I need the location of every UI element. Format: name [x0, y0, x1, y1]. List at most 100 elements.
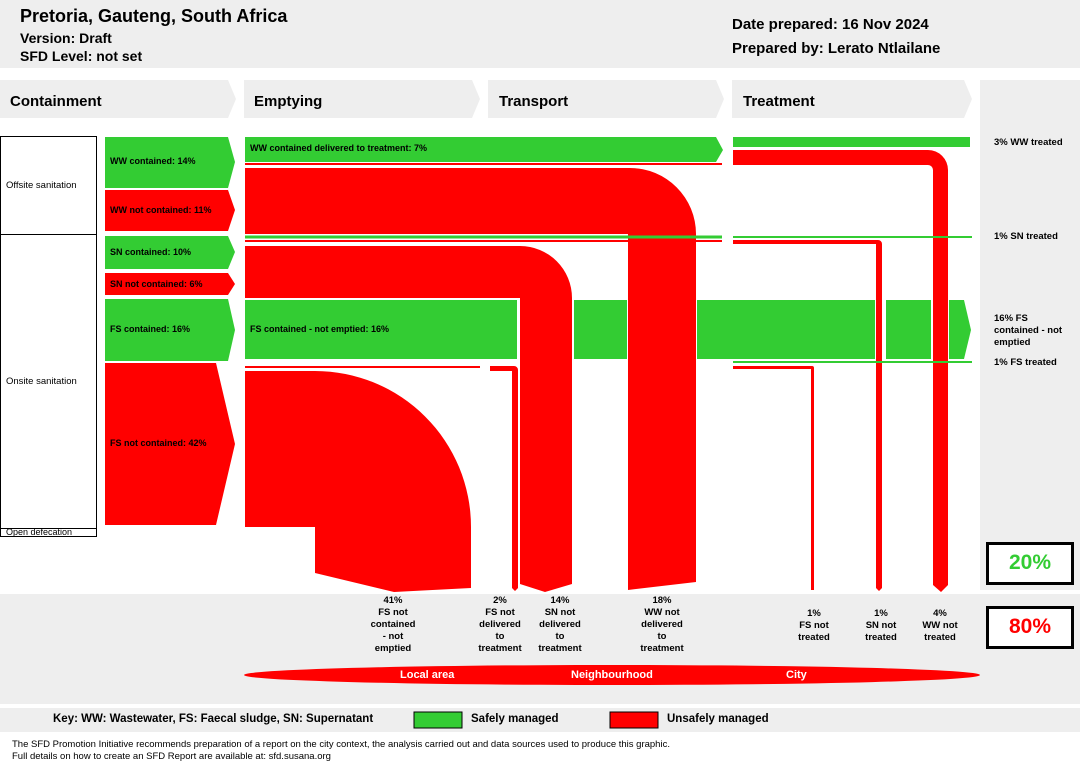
transport-header-arrow [488, 80, 724, 118]
sn-treated-label: 1% SN treated [994, 231, 1058, 242]
fs-not-contained-flow [245, 371, 471, 592]
scale-neighbourhood: Neighbourhood [571, 669, 653, 681]
version-label: Version: Draft [20, 30, 112, 46]
col-treatment: Treatment [743, 93, 815, 110]
outcome-pct: 4% [933, 608, 947, 619]
outcome-pct: 2% [493, 595, 507, 606]
date-prepared: Date prepared: 16 Nov 2024 [732, 16, 929, 33]
outcome-sn-not-delivered: 14% SN not delivered to treatment [530, 595, 590, 655]
fs-not-emptied-flow-c [697, 300, 875, 359]
key-band [0, 708, 1080, 732]
outcome-pct: 41% [383, 595, 403, 606]
emptying-header-arrow [244, 80, 480, 118]
outcome-line: contained [370, 619, 416, 630]
outcome-fs-not-treated: 1% FS not treated [788, 608, 840, 644]
outcome-line: treated [865, 632, 897, 643]
open-defecation-box [0, 528, 97, 537]
onsite-label: Onsite sanitation [6, 376, 77, 387]
sn-not-contained-arrow [105, 273, 235, 295]
ww-treated-label: 3% WW treated [994, 137, 1063, 148]
col-emptying: Emptying [254, 93, 323, 110]
ww-contained-label: WW contained: 14% [110, 156, 196, 166]
fs-contained-label: FS contained: 16% [110, 324, 191, 334]
outcome-line: FS not [799, 620, 829, 631]
outcome-line: FS not [485, 607, 515, 618]
outcome-line: WW not [644, 607, 680, 618]
sn-not-delivered-flow [245, 246, 572, 592]
outcome-pct: 14% [550, 595, 570, 606]
ww-not-contained-label: WW not contained: 11% [110, 205, 212, 215]
outcome-band [0, 594, 1080, 704]
fs-not-emptied-label: FS contained - not emptied: 16% [250, 324, 390, 334]
fs-not-treated-flow [733, 366, 814, 590]
outcome-line: WW not [922, 620, 958, 631]
offsite-label: Offsite sanitation [6, 180, 77, 191]
ww-not-contained-arrow [105, 190, 235, 231]
fs-not-contained-label: FS not contained: 42% [110, 438, 207, 448]
fs-not-emptied-flow-e [949, 300, 971, 359]
scale-ellipse [244, 665, 980, 685]
outcome-line: emptied [374, 643, 412, 654]
outcome-ww-not-delivered: 18% WW not delivered to treatment [632, 595, 692, 655]
key-safe-label: Safely managed [471, 713, 559, 725]
sn-not-contained-label: SN not contained: 6% [110, 279, 203, 289]
outcome-pct: 18% [652, 595, 672, 606]
sfd-level-label: SFD Level: not set [20, 48, 143, 64]
outcome-line: FS not [378, 607, 408, 618]
col-transport: Transport [499, 93, 569, 110]
ww-contained-arrow [105, 137, 235, 188]
containment-header-arrow [0, 80, 236, 118]
outcome-line: treatment [478, 643, 522, 654]
fs-not-emptied-flow-b [574, 300, 627, 359]
key-text: Key: WW: Wastewater, FS: Faecal sludge, … [53, 713, 374, 725]
ww-treatment-input [733, 137, 970, 147]
col-containment: Containment [10, 93, 102, 110]
open-defecation-label: Open defecation [6, 527, 73, 537]
outcome-line: to [555, 631, 565, 642]
outcome-line: delivered [479, 619, 521, 630]
outcome-sn-not-treated: 1% SN not treated [855, 608, 907, 644]
scale-city: City [786, 669, 807, 681]
key-unsafe-label: Unsafely managed [667, 713, 769, 725]
offsite-box [0, 136, 97, 235]
fs-not-emptied-flow-d [886, 300, 931, 359]
sn-contained-label: SN contained: 10% [110, 247, 192, 257]
outcome-line: treatment [538, 643, 582, 654]
outcome-fs-not-delivered: 2% FS not delivered to treatment [470, 595, 530, 655]
sn-contained-arrow [105, 236, 235, 269]
outcome-line: delivered [539, 619, 581, 630]
outcome-ww-not-treated: 4% WW not treated [914, 608, 966, 644]
safe-percentage: 20% [986, 542, 1074, 585]
ww-delivered-flow [245, 137, 723, 162]
ww-not-delivered-flow [245, 168, 696, 590]
right-panel [980, 80, 1080, 590]
ww-delivered-label: WW contained delivered to treatment: 7% [250, 143, 428, 153]
unsafe-swatch [609, 711, 659, 729]
outcome-line: SN not [544, 607, 576, 618]
fs-not-contained-arrow [105, 363, 235, 525]
footer-line-2: Full details on how to create an SFD Rep… [12, 751, 331, 762]
outcome-line: treatment [640, 643, 684, 654]
footer-line-1: The SFD Promotion Initiative recommends … [12, 739, 670, 750]
outcome-line: to [495, 631, 505, 642]
location-title: Pretoria, Gauteng, South Africa [20, 6, 288, 26]
fs-contained-arrow [105, 299, 235, 361]
header-panel [0, 0, 1080, 68]
outcome-fs-not-contained: 41% FS not contained - not emptied [362, 595, 424, 655]
outcome-line: SN not [865, 620, 897, 631]
outcome-line: delivered [641, 619, 683, 630]
outcome-line: to [657, 631, 667, 642]
outcome-pct: 1% [807, 608, 821, 619]
scale-local: Local area [400, 669, 455, 681]
fs-not-emptied-treated-label: 16% FS contained - not emptied [994, 313, 1063, 348]
sn-not-treated-flow [733, 240, 882, 591]
outcome-line: treated [924, 632, 956, 643]
fs-treated-label: 1% FS treated [994, 357, 1057, 368]
outcome-pct: 1% [874, 608, 888, 619]
ww-not-treated-flow [733, 150, 948, 592]
treatment-header-arrow [732, 80, 972, 118]
unsafe-percentage: 80% [986, 606, 1074, 649]
outcome-line: - not [382, 631, 404, 642]
